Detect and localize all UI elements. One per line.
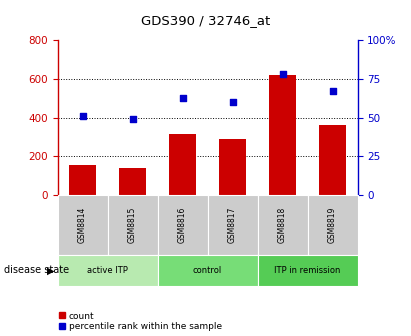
- Point: [279, 72, 286, 77]
- Point: [179, 95, 186, 100]
- Bar: [269, 75, 296, 195]
- Point: [79, 113, 86, 119]
- Text: GSM8817: GSM8817: [228, 207, 237, 243]
- Legend: count, percentile rank within the sample: count, percentile rank within the sample: [58, 312, 222, 332]
- Text: GDS390 / 32746_at: GDS390 / 32746_at: [141, 14, 270, 27]
- Text: control: control: [193, 266, 222, 275]
- Bar: [119, 168, 146, 195]
- Bar: [219, 139, 246, 195]
- Bar: [169, 134, 196, 195]
- Text: GSM8819: GSM8819: [328, 207, 337, 243]
- Point: [229, 99, 236, 105]
- Text: GSM8814: GSM8814: [78, 207, 87, 243]
- Text: ▶: ▶: [47, 265, 55, 276]
- Text: GSM8818: GSM8818: [278, 207, 287, 243]
- Text: ITP in remission: ITP in remission: [275, 266, 341, 275]
- Text: GSM8815: GSM8815: [128, 207, 137, 243]
- Bar: [319, 125, 346, 195]
- Text: active ITP: active ITP: [87, 266, 128, 275]
- Text: GSM8816: GSM8816: [178, 207, 187, 243]
- Point: [129, 117, 136, 122]
- Bar: [69, 165, 96, 195]
- Point: [329, 89, 336, 94]
- Text: disease state: disease state: [4, 265, 69, 276]
